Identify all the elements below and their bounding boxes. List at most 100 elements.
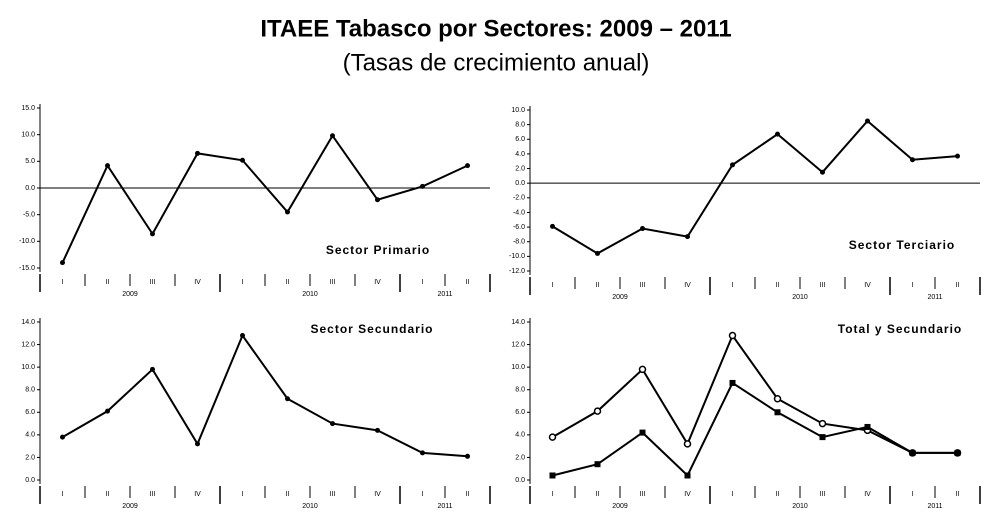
y-tick-label: 2.0	[25, 454, 35, 461]
y-tick-label: 4.0	[515, 432, 525, 439]
x-tick-label: II	[956, 282, 960, 289]
year-label: 2011	[437, 503, 452, 510]
marker	[549, 472, 556, 479]
marker	[105, 163, 110, 169]
marker	[60, 434, 65, 440]
marker	[375, 197, 380, 203]
series-line	[62, 333, 468, 458]
y-tick-label: 0.0	[515, 477, 525, 484]
y-tick-label: -15.0	[19, 265, 35, 272]
panel-title: Sector Terciario	[849, 238, 955, 252]
y-tick-label: 14.0	[21, 319, 35, 326]
x-tick-label: I	[732, 282, 734, 289]
x-tick-label: IV	[194, 279, 201, 286]
marker	[150, 231, 155, 237]
marker	[684, 472, 691, 479]
x-tick-label: IV	[684, 491, 691, 498]
year-label: 2010	[302, 503, 318, 510]
marker	[60, 260, 65, 266]
x-tick-label: III	[640, 282, 646, 289]
year-label: 2009	[122, 291, 138, 298]
marker	[865, 118, 870, 124]
marker	[773, 394, 782, 403]
marker	[195, 441, 200, 447]
series-line	[552, 381, 958, 478]
y-tick-label: 4.0	[515, 151, 525, 158]
x-tick-label: III	[330, 491, 336, 498]
marker	[595, 250, 600, 256]
y-tick-label: 0.0	[25, 185, 35, 192]
panel-title: Total y Secundario	[838, 322, 962, 336]
x-tick-label: I	[732, 491, 734, 498]
y-tick-label: 14.0	[511, 319, 525, 326]
series-line	[552, 333, 958, 454]
series-line	[551, 119, 958, 255]
x-tick-label: I	[552, 282, 554, 289]
y-tick-label: 4.0	[25, 432, 35, 439]
marker	[685, 234, 690, 240]
y-tick-label: -5.0	[23, 212, 35, 219]
x-tick-label: II	[106, 491, 110, 498]
marker	[819, 434, 826, 441]
year-label: 2011	[927, 294, 942, 301]
marker	[150, 366, 155, 372]
marker	[330, 421, 335, 427]
x-tick-label: IV	[374, 491, 381, 498]
page-subtitle: (Tasas de crecimiento anual)	[343, 49, 650, 76]
year-label: 2011	[927, 503, 942, 510]
x-tick-label: III	[820, 282, 826, 289]
page-title: ITAEE Tabasco por Sectores: 2009 – 2011	[260, 15, 731, 42]
marker	[820, 169, 825, 175]
marker	[683, 440, 692, 448]
marker	[593, 407, 602, 415]
x-tick-label: I	[912, 282, 914, 289]
y-tick-label: 8.0	[515, 121, 525, 128]
panel-title: Sector Secundario	[310, 322, 433, 336]
panel-title: Sector Primario	[326, 243, 430, 257]
marker	[909, 449, 916, 456]
x-tick-label: III	[330, 279, 336, 286]
year-label: 2009	[122, 503, 138, 510]
y-tick-label: 6.0	[515, 136, 525, 143]
marker	[638, 365, 647, 374]
marker	[818, 419, 827, 428]
y-tick-label: 6.0	[25, 409, 35, 416]
marker	[420, 183, 425, 189]
marker	[955, 153, 960, 159]
x-tick-label: II	[466, 491, 470, 498]
y-tick-label: -8.0	[513, 239, 525, 246]
marker	[375, 427, 380, 433]
y-tick-label: 15.0	[21, 105, 35, 112]
marker	[548, 433, 557, 441]
y-tick-label: 12.0	[21, 341, 35, 348]
y-tick-label: 5.0	[25, 158, 35, 165]
y-tick-label: 12.0	[511, 341, 525, 348]
marker	[594, 461, 601, 468]
x-tick-label: II	[596, 491, 600, 498]
x-tick-label: I	[422, 279, 424, 286]
y-tick-label: 2.0	[515, 454, 525, 461]
y-tick-label: 10.0	[511, 107, 525, 114]
year-label: 2010	[792, 294, 808, 301]
marker	[285, 396, 290, 402]
marker	[105, 408, 110, 414]
marker	[910, 157, 915, 163]
x-tick-label: I	[62, 279, 64, 286]
marker	[195, 150, 200, 156]
year-label: 2010	[302, 291, 318, 298]
marker	[285, 209, 290, 215]
marker	[864, 423, 871, 430]
marker	[330, 133, 335, 139]
marker	[465, 453, 470, 459]
year-label: 2011	[437, 291, 452, 298]
y-tick-label: 8.0	[25, 387, 35, 394]
y-tick-label: -6.0	[513, 224, 525, 231]
x-tick-label: III	[640, 491, 646, 498]
marker	[728, 331, 737, 340]
x-tick-label: II	[466, 279, 470, 286]
marker	[550, 223, 555, 229]
x-tick-label: II	[776, 491, 780, 498]
marker	[639, 429, 646, 436]
y-tick-label: -12.0	[509, 268, 525, 275]
